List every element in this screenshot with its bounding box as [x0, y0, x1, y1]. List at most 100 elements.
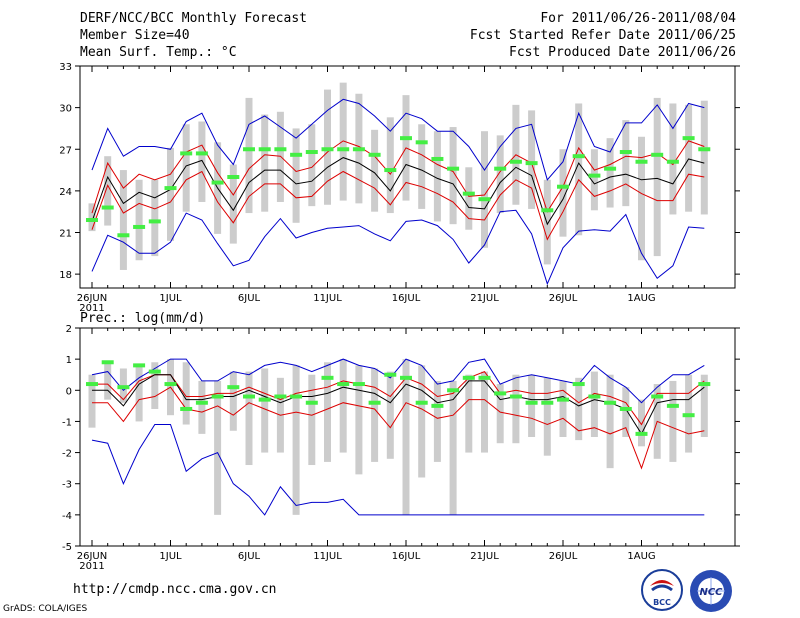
observed-marker: [604, 166, 617, 171]
ensemble-spread-bar: [653, 97, 661, 257]
observed-marker: [352, 382, 365, 387]
x-tick-label: 1JUL: [159, 293, 182, 304]
y-tick-label: -3: [62, 480, 72, 491]
ensemble-spread-bar: [449, 127, 457, 225]
observed-marker: [588, 394, 601, 399]
observed-marker: [682, 413, 695, 418]
x-tick-label: 6JUL: [238, 293, 261, 304]
ensemble-spread-bar: [371, 129, 379, 212]
observed-marker: [290, 394, 303, 399]
ensemble-spread-bar: [167, 147, 174, 241]
observed-marker: [384, 372, 397, 377]
series-line-min: [91, 424, 705, 516]
series-line-lower: [92, 386, 705, 470]
observed-marker: [666, 159, 679, 164]
observed-marker: [557, 184, 569, 189]
x-tick-label: 1AUG: [627, 551, 655, 562]
observed-marker: [494, 391, 507, 396]
observed-marker: [337, 382, 350, 387]
ensemble-spread-bar: [355, 365, 363, 475]
observed-marker: [337, 147, 350, 152]
series-line-min: [91, 209, 705, 286]
ensemble-spread-bar: [559, 380, 567, 437]
observed-marker: [195, 151, 208, 156]
x-tick-sublabel: 2011: [79, 303, 104, 314]
y-tick-label: -1: [62, 417, 72, 428]
member-size: Member Size=40: [80, 28, 190, 43]
series-line-mean: [91, 157, 705, 226]
ensemble-spread-bar: [339, 359, 347, 453]
observed-marker: [447, 388, 460, 393]
observed-marker: [227, 175, 240, 179]
y-tick-label: 2: [66, 324, 72, 335]
x-tick-label: 11JUL: [313, 551, 342, 562]
chart-title: DERF/NCC/BCC Monthly Forecast: [80, 11, 307, 26]
observed-marker: [274, 394, 287, 399]
ensemble-spread-bar: [496, 135, 504, 214]
observed-marker: [541, 208, 554, 213]
forecast-period: For 2011/06/26-2011/08/04: [540, 11, 736, 26]
ensemble-spread-bar: [151, 362, 159, 409]
bcc-logo-text: BCC: [653, 598, 671, 607]
observed-marker: [509, 159, 522, 164]
series-line-upper: [91, 140, 705, 214]
ncc-logo-text: NCC: [699, 587, 723, 598]
observed-marker: [180, 151, 193, 156]
ensemble-spread-bar: [638, 136, 645, 261]
ensemble-spread-bar: [198, 121, 206, 202]
x-tick-label: 16JUL: [392, 293, 421, 304]
ensemble-spread-bar: [512, 374, 520, 444]
ensemble-spread-bar: [308, 374, 316, 466]
x-tick-label: 1JUL: [159, 551, 182, 562]
y-tick-label: 33: [59, 62, 72, 73]
ensemble-spread-bar: [371, 368, 379, 462]
x-tick-label: 21JUL: [470, 293, 499, 304]
ensemble-spread-bar: [590, 149, 598, 211]
ensemble-spread-bar: [481, 131, 488, 248]
variable-label: Mean Surf. Temp.: °C: [80, 45, 237, 60]
ensemble-spread-bar: [88, 374, 96, 428]
x-tick-label: 21JUL: [470, 551, 499, 562]
ensemble-spread-bar: [292, 128, 300, 223]
observed-marker: [651, 394, 664, 399]
y-tick-label: -2: [62, 449, 72, 460]
observed-marker: [227, 385, 240, 390]
ensemble-spread-bar: [606, 138, 614, 208]
observed-marker: [321, 147, 334, 152]
observed-marker: [180, 406, 193, 411]
panel-title: Prec.: log(mm/d): [80, 311, 205, 326]
observed-marker: [400, 136, 412, 141]
ensemble-spread-bar: [135, 179, 143, 261]
observed-marker: [462, 375, 475, 380]
observed-marker: [243, 394, 255, 399]
y-tick-label: 0: [66, 386, 72, 397]
observed-marker: [651, 152, 664, 157]
observed-marker: [447, 166, 460, 171]
ensemble-spread-bar: [418, 365, 426, 478]
grads-credit: GrADS: COLA/IGES: [3, 604, 88, 614]
observed-marker: [195, 400, 208, 405]
header-right: For 2011/06/26-2011/08/04 Fcst Started Re…: [470, 10, 736, 61]
ensemble-spread-bar: [135, 365, 143, 422]
ensemble-spread-bar: [559, 149, 567, 237]
x-tick-label: 26JUL: [549, 293, 578, 304]
observed-marker: [666, 403, 679, 408]
ensemble-spread-bar: [261, 368, 269, 453]
ensemble-spread-bar: [669, 103, 677, 215]
ensemble-spread-bar: [543, 179, 551, 265]
ensemble-spread-bar: [245, 97, 253, 214]
observed-marker: [211, 180, 224, 185]
observed-marker: [557, 397, 569, 402]
ensemble-spread-bar: [481, 371, 488, 453]
ensemble-spread-bar: [88, 203, 96, 232]
ensemble-spread-bar: [449, 380, 457, 515]
ensemble-spread-bar: [622, 120, 630, 207]
refer-date: Fcst Started Refer Date 2011/06/25: [469, 28, 736, 43]
series-line-upper: [92, 370, 705, 426]
ensemble-spread-bar: [324, 89, 331, 205]
observed-marker: [525, 161, 538, 166]
source-url[interactable]: http://cmdp.ncc.cma.gov.cn: [73, 582, 277, 597]
series-line-max: [91, 98, 705, 181]
x-tick-label: 6JUL: [238, 551, 261, 562]
